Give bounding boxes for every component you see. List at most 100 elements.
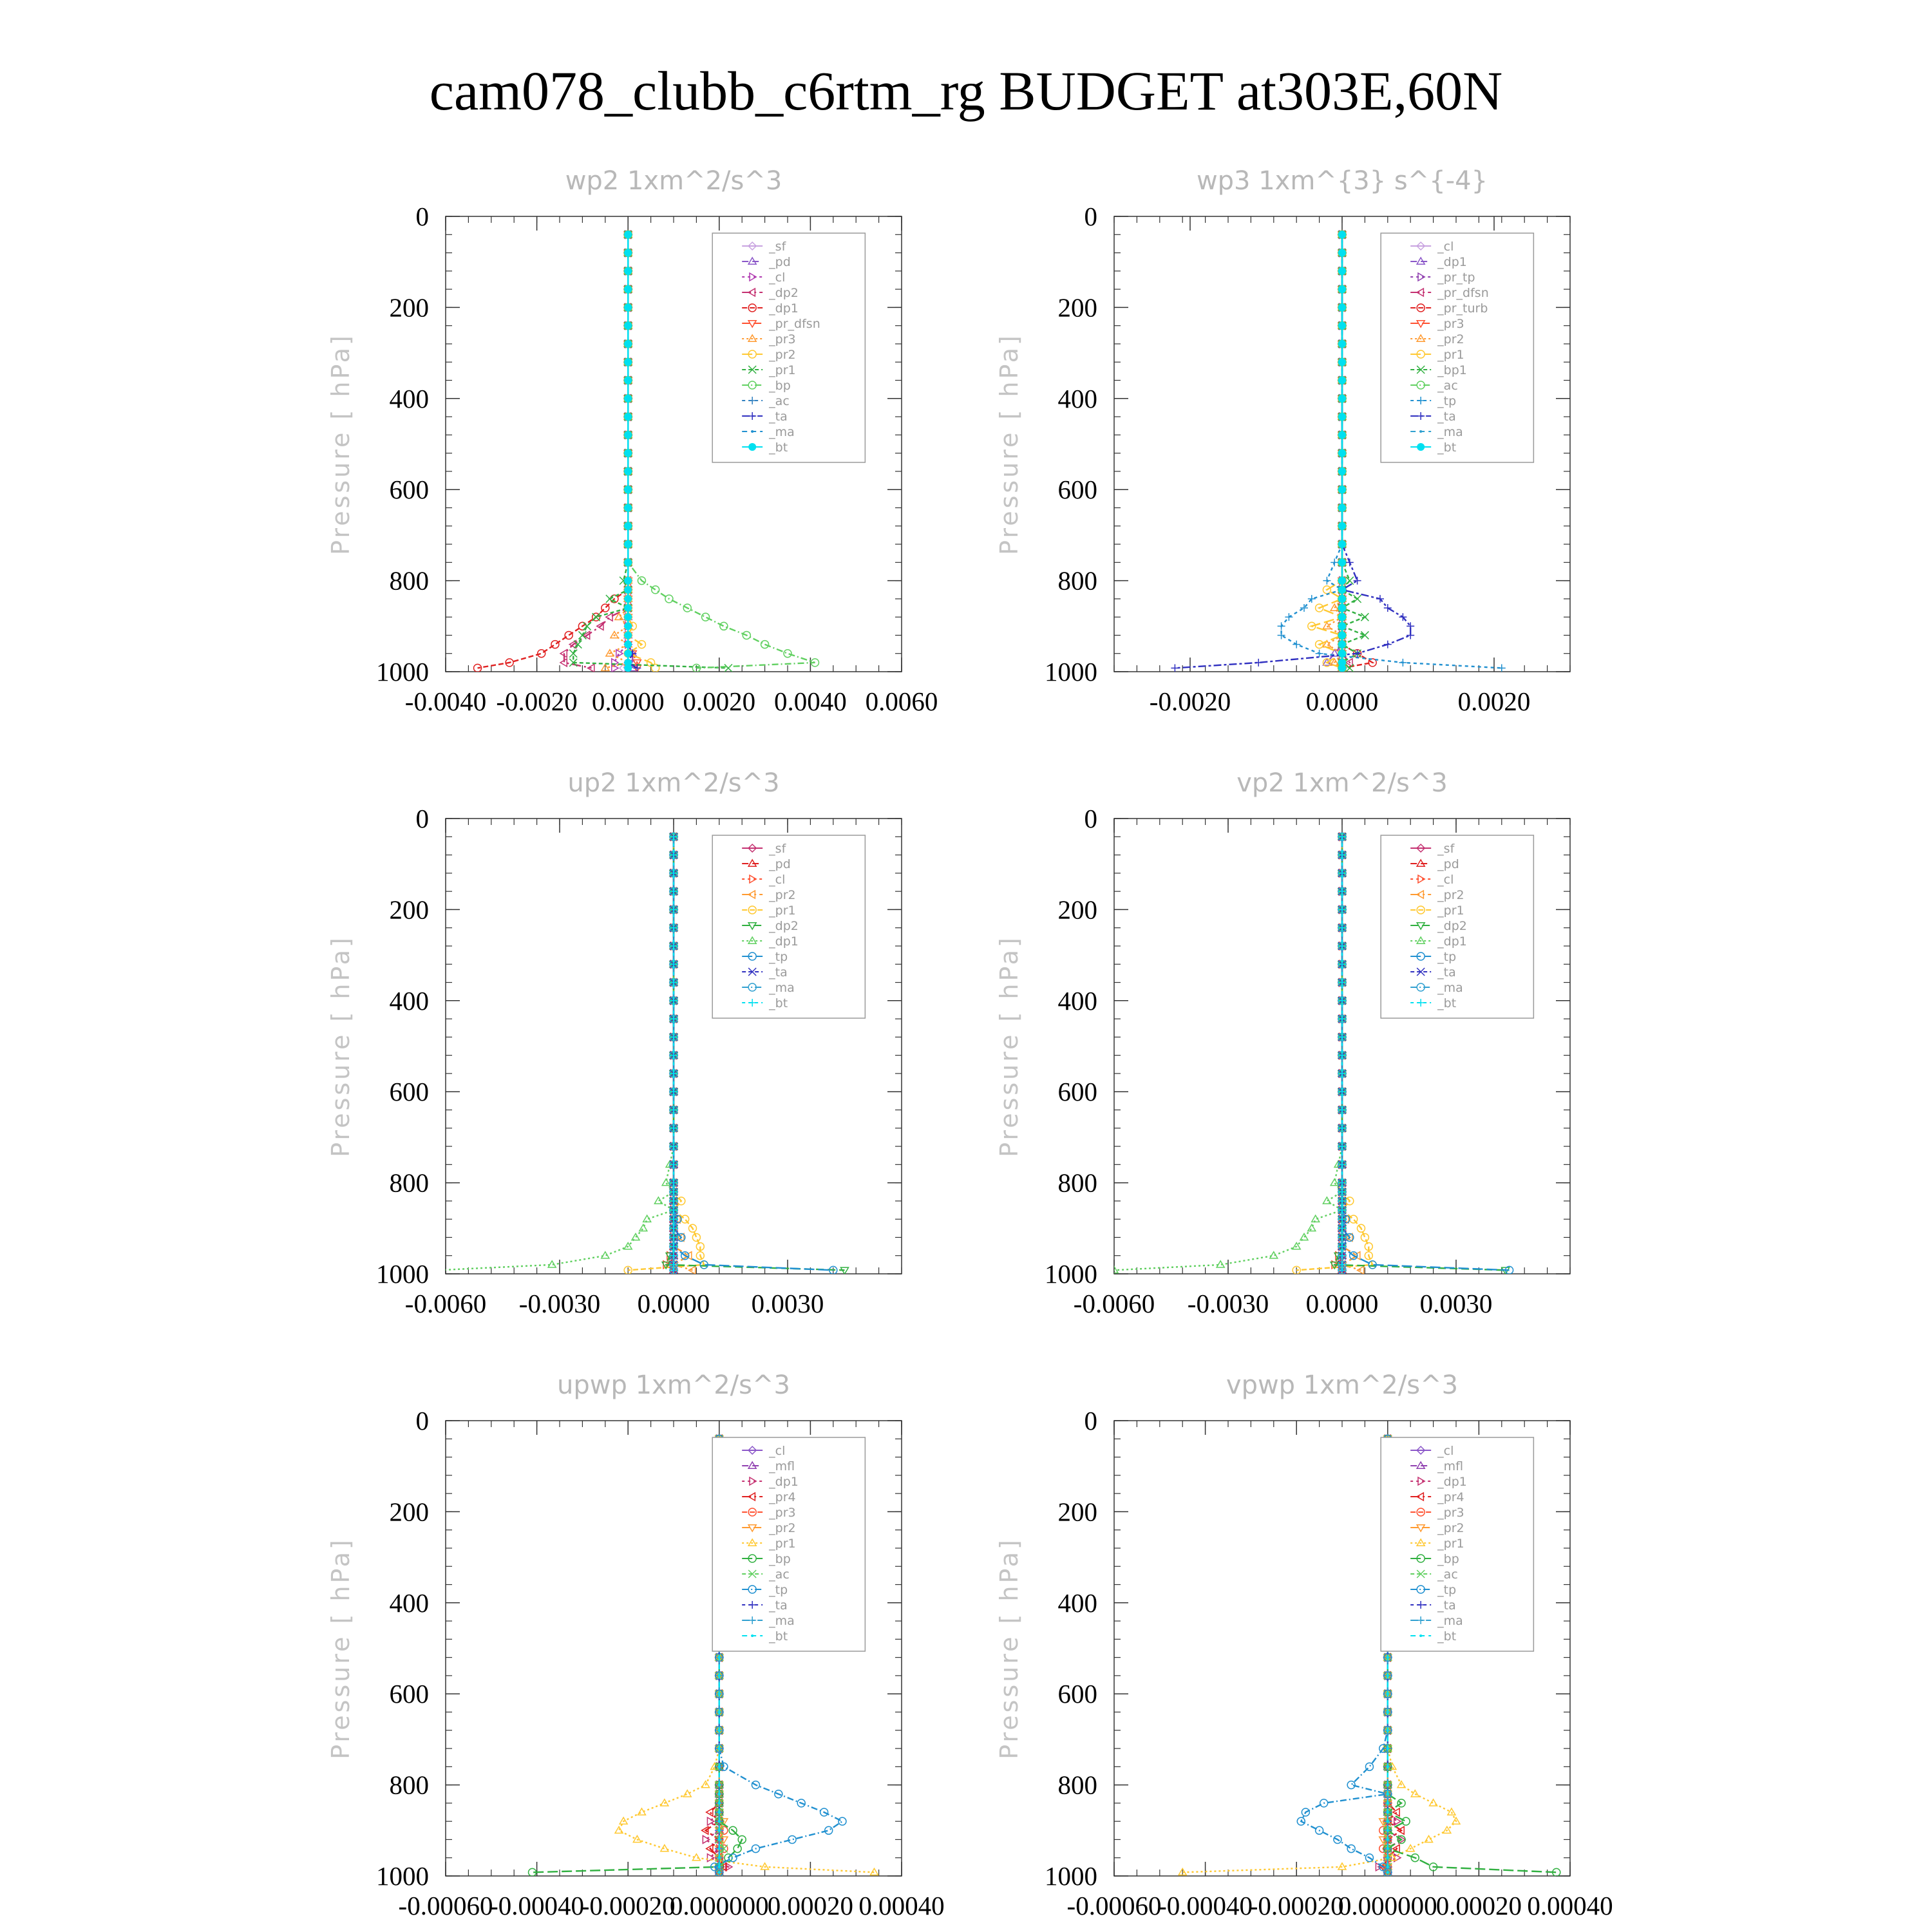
- legend-label: _tp: [768, 1583, 788, 1597]
- legend-marker: [1416, 365, 1425, 374]
- legend-label: _bt: [768, 1629, 788, 1643]
- x-tick-label: 0.00020: [1436, 1891, 1522, 1920]
- legend-marker: [748, 1445, 757, 1455]
- legend-label: _cl: [1437, 240, 1454, 254]
- data-point: [624, 486, 632, 494]
- y-tick-label: 0: [416, 202, 430, 231]
- data-point: [1446, 1807, 1457, 1815]
- legend-marker: [747, 1538, 757, 1546]
- data-point: [1338, 249, 1346, 257]
- data-point: [1338, 613, 1346, 621]
- data-point: [1392, 1844, 1400, 1853]
- legend-marker: [747, 1492, 756, 1502]
- data-point: [1338, 1206, 1346, 1215]
- legend-marker: [748, 381, 757, 390]
- data-point: [624, 231, 632, 239]
- data-point: [1364, 1251, 1374, 1260]
- data-point: [1329, 1178, 1340, 1186]
- y-tick-label: 200: [390, 895, 430, 924]
- x-tick-label: -0.0060: [1074, 1289, 1155, 1318]
- data-point: [733, 1844, 742, 1853]
- data-point: [1387, 1761, 1397, 1770]
- y-tick-label: 800: [1058, 1770, 1098, 1800]
- data-point: [616, 649, 624, 659]
- legend-marker: [1416, 350, 1425, 359]
- data-point: [654, 1196, 663, 1204]
- data-point: [1397, 1835, 1406, 1844]
- data-point: [717, 1838, 721, 1841]
- data-point: [1396, 1825, 1405, 1835]
- x-tick-label: 0.0000: [1306, 1289, 1379, 1318]
- series-markers: [624, 231, 632, 672]
- y-tick-label: 400: [1058, 986, 1098, 1016]
- legend: _sf_pd _cl_pr2 _pr1_dp2_dp1_tp_ta_ma_bt: [1380, 835, 1535, 1019]
- legend-label: _ta: [768, 965, 788, 980]
- data-point: [1394, 1816, 1402, 1826]
- y-tick-label: 200: [1058, 895, 1098, 924]
- data-point: [638, 1223, 649, 1232]
- legend-label: _pr2: [768, 888, 795, 902]
- data-point: [618, 1816, 629, 1825]
- data-point: [692, 1853, 701, 1861]
- y-tick-label: 400: [1058, 1588, 1098, 1618]
- y-tick-label: 800: [1058, 1168, 1098, 1198]
- data-point: [1386, 1728, 1389, 1732]
- data-point: [559, 658, 568, 668]
- legend-marker: [749, 874, 757, 884]
- data-point: [1314, 639, 1324, 649]
- y-tick-label: 600: [1058, 1679, 1098, 1709]
- legend-marker: [1416, 1508, 1425, 1517]
- legend-label: _pr4: [1437, 1490, 1464, 1504]
- legend-label: _pr1: [1437, 904, 1464, 918]
- data-point: [717, 1783, 721, 1786]
- series-group: [446, 831, 849, 1274]
- data-point: [624, 622, 632, 630]
- legend-label: _mfl: [1437, 1459, 1463, 1473]
- legend-label: _tp: [1437, 950, 1456, 964]
- data-point: [1338, 303, 1346, 312]
- legend-marker: [748, 350, 757, 359]
- data-point: [624, 631, 632, 639]
- y-tick-label: 600: [1058, 1077, 1098, 1106]
- panel-4: vp2 1xm^2/s^3 Pressure [ hPa] 0 200 400 600 80…: [995, 768, 1571, 1318]
- data-point: [600, 663, 611, 672]
- data-point: [797, 1799, 806, 1808]
- y-tick-label: 400: [1058, 384, 1098, 413]
- legend-label: _pr3: [768, 1506, 795, 1520]
- legend-label: _pr2: [768, 1521, 795, 1535]
- data-point: [670, 942, 677, 950]
- data-point: [1383, 640, 1392, 649]
- data-point: [1338, 1124, 1346, 1132]
- data-point: [728, 1853, 737, 1862]
- data-point: [717, 1674, 721, 1677]
- legend-label: _dp1: [768, 934, 799, 949]
- legend-label: _ta: [1437, 1598, 1456, 1613]
- data-point: [1338, 285, 1346, 294]
- legend-label: _pr3: [768, 332, 795, 346]
- data-point: [1442, 1825, 1452, 1834]
- legend-marker: [1417, 443, 1425, 451]
- legend-marker: [748, 1601, 757, 1609]
- data-point: [1386, 1847, 1389, 1850]
- data-point: [717, 1871, 721, 1874]
- data-point: [624, 285, 632, 294]
- data-point: [1307, 594, 1316, 603]
- x-tick-label: -0.0040: [405, 687, 486, 716]
- panel-3: up2 1xm^2/s^3 Pressure [ hPa] 0 200 400 600 80…: [327, 768, 902, 1318]
- data-point: [717, 1747, 721, 1750]
- data-point: [473, 663, 482, 672]
- y-tick-label: 600: [1058, 475, 1098, 504]
- data-point: [659, 1798, 670, 1806]
- y-tick-label: 1000: [1045, 1259, 1097, 1289]
- data-point: [582, 621, 592, 630]
- x-tick-label: -0.00060: [399, 1891, 493, 1920]
- data-point: [624, 664, 632, 672]
- data-point: [717, 1811, 721, 1814]
- data-point: [670, 1224, 677, 1233]
- data-point: [1177, 1867, 1188, 1876]
- legend-marker: [1416, 1461, 1426, 1469]
- y-axis-label: Pressure [ hPa]: [995, 935, 1023, 1157]
- data-point: [1171, 664, 1179, 672]
- legend: _sf_pd _cl_pr2 _pr1_dp2_dp1_tp_ta_ma_bt: [712, 835, 866, 1019]
